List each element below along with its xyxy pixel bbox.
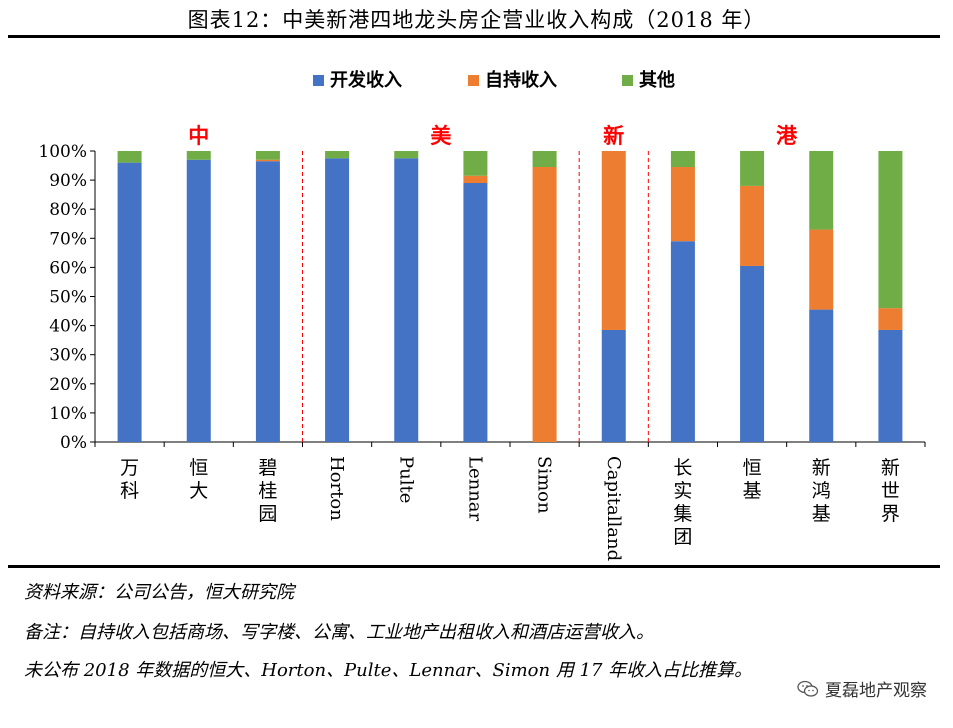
- bar-segment: [670, 241, 695, 442]
- region-label: 美: [430, 124, 451, 148]
- legend-swatch: [313, 75, 324, 86]
- x-tick-label: Pulte: [395, 456, 416, 503]
- y-tick-label: 40%: [49, 317, 87, 337]
- bar-segment: [878, 308, 903, 330]
- legend-label: 自持收入: [485, 69, 557, 91]
- bar-segment: [740, 185, 765, 266]
- y-tick-label: 10%: [49, 404, 87, 424]
- figure-title: 图表12：中美新港四地龙头房企营业收入构成（2018 年）: [187, 8, 766, 32]
- watermark-text: 夏磊地产观察: [825, 681, 927, 701]
- bar-segment: [532, 151, 557, 168]
- watermark: 夏磊地产观察: [793, 674, 931, 703]
- x-tick-label: 新世界: [881, 457, 900, 525]
- region-label: 港: [776, 124, 798, 148]
- y-tick-label: 20%: [49, 375, 87, 395]
- y-tick-label: 0%: [60, 433, 87, 453]
- y-tick-label: 50%: [49, 288, 87, 308]
- bar-segment: [878, 151, 903, 309]
- bar-segment: [601, 329, 626, 442]
- bar-segment: [186, 151, 211, 160]
- bar-segment: [463, 175, 488, 184]
- x-tick-label: Capitalland: [603, 456, 624, 561]
- y-tick-label: 60%: [49, 258, 87, 278]
- bar-segment: [532, 167, 557, 442]
- y-tick-label: 80%: [49, 200, 87, 220]
- bar-segment: [186, 159, 211, 442]
- bar-segment: [670, 151, 695, 168]
- y-tick-label: 90%: [49, 171, 87, 191]
- x-tick-label: 新鸿基: [812, 457, 831, 525]
- bar-segment: [809, 229, 834, 310]
- bar-segment: [255, 151, 280, 160]
- bar-segment: [255, 159, 280, 162]
- top-rule: [8, 35, 940, 38]
- bar-segment: [255, 161, 280, 442]
- remark-note: 备注：自持收入包括商场、写字楼、公寓、工业地产出租收入和酒店运营收入。: [24, 622, 654, 643]
- legend-label: 开发收入: [330, 69, 402, 91]
- bar-segment: [670, 167, 695, 242]
- legend-swatch: [468, 75, 479, 86]
- legend-swatch: [622, 75, 633, 86]
- x-tick-label: Simon: [534, 456, 555, 514]
- legend-label: 其他: [639, 69, 675, 91]
- bar-segment: [394, 151, 419, 159]
- bar-segment: [117, 151, 142, 163]
- y-tick-label: 100%: [38, 142, 87, 162]
- bar-segment: [809, 309, 834, 442]
- y-tick-label: 30%: [49, 346, 87, 366]
- region-label: 中: [188, 124, 209, 148]
- bar-segment: [325, 151, 350, 159]
- y-tick-label: 70%: [49, 229, 87, 249]
- bar-segment: [601, 151, 626, 330]
- wechat-icon: [797, 680, 819, 697]
- x-tick-label: 恒大: [189, 457, 208, 502]
- bar-segment: [325, 158, 350, 442]
- region-label: 新: [603, 124, 624, 148]
- bar-segment: [740, 151, 765, 186]
- bar-segment: [463, 151, 488, 176]
- source-note: 资料来源：公司公告，恒大研究院: [24, 582, 294, 603]
- estimate-note: 未公布 2018 年数据的恒大、Horton、Pulte、Lennar、Simo…: [24, 660, 753, 681]
- bar-segment: [394, 158, 419, 442]
- x-tick-label: 碧桂园: [258, 457, 277, 525]
- x-tick-label: Lennar: [464, 456, 485, 522]
- bar-segment: [809, 151, 834, 230]
- bar-segment: [117, 162, 142, 442]
- bar-segment: [463, 183, 488, 442]
- x-tick-label: 万科: [120, 457, 139, 502]
- x-tick-label: Horton: [326, 456, 347, 521]
- bottom-rule: [8, 565, 940, 568]
- x-tick-label: 长实集团: [673, 457, 692, 548]
- stacked-bar-chart: 开发收入 自持收入 其他 0% 10% 20% 30% 40% 50% 60% 70% 80% 90% 1…: [38, 69, 926, 561]
- x-tick-label: 恒基: [743, 457, 762, 502]
- bar-segment: [878, 329, 903, 442]
- bar-segment: [740, 265, 765, 442]
